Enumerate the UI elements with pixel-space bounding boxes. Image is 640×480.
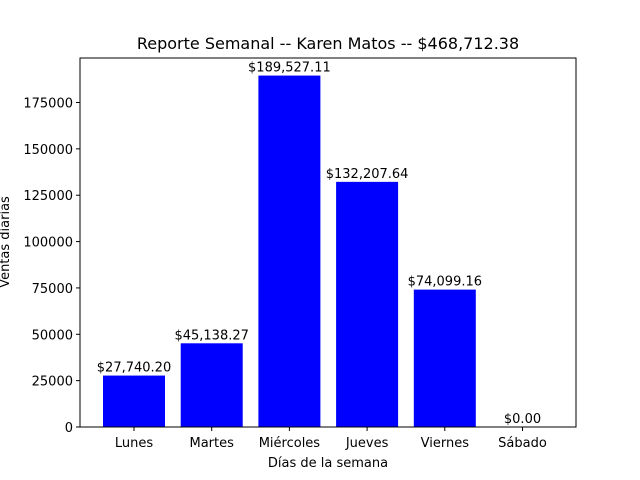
x-axis-label: Días de la semana <box>268 456 388 471</box>
bar-value-label-5: $0.00 <box>504 412 541 427</box>
x-axis-ticks: Lunes Martes Miércoles Jueves Viernes Sábado <box>115 427 547 451</box>
y-tick-label-0: 0 <box>65 421 73 436</box>
y-tick-label-7: 175000 <box>23 97 73 112</box>
x-tick-label-1: Martes <box>189 436 234 451</box>
y-tick-label-6: 150000 <box>23 143 73 158</box>
bar-value-label-0: $27,740.20 <box>97 361 171 376</box>
bar-value-label-1: $45,138.27 <box>174 328 248 343</box>
y-tick-label-5: 125000 <box>23 189 73 204</box>
y-tick-label-4: 100000 <box>23 236 73 251</box>
bar-4 <box>413 289 476 427</box>
y-tick-label-1: 25000 <box>32 375 73 390</box>
x-tick-label-0: Lunes <box>115 436 153 451</box>
x-tick-label-2: Miércoles <box>259 436 321 451</box>
x-tick-label-5: Sábado <box>498 436 547 451</box>
x-tick-label-3: Jueves <box>345 436 389 451</box>
bar-3 <box>336 181 399 427</box>
y-axis-label: Ventas diarias <box>0 196 13 288</box>
chart-title: Reporte Semanal -- Karen Matos -- $468,7… <box>137 34 519 53</box>
bars-group: $27,740.20 $45,138.27 $189,527.11 $132,207.… <box>97 61 541 427</box>
bar-1 <box>180 343 243 427</box>
x-tick-label-4: Viernes <box>421 436 470 451</box>
y-tick-label-2: 50000 <box>32 328 73 343</box>
bar-2 <box>258 75 321 427</box>
plot-frame <box>79 57 577 428</box>
bar-value-label-3: $132,207.64 <box>326 167 409 182</box>
bar-value-label-2: $189,527.11 <box>248 61 331 76</box>
bar-0 <box>103 375 165 427</box>
y-axis-ticks: 0 25000 50000 75000 100000 125000 150000 175000 <box>23 97 80 436</box>
y-tick-label-3: 75000 <box>32 282 73 297</box>
bar-value-label-4: $74,099.16 <box>408 275 482 290</box>
